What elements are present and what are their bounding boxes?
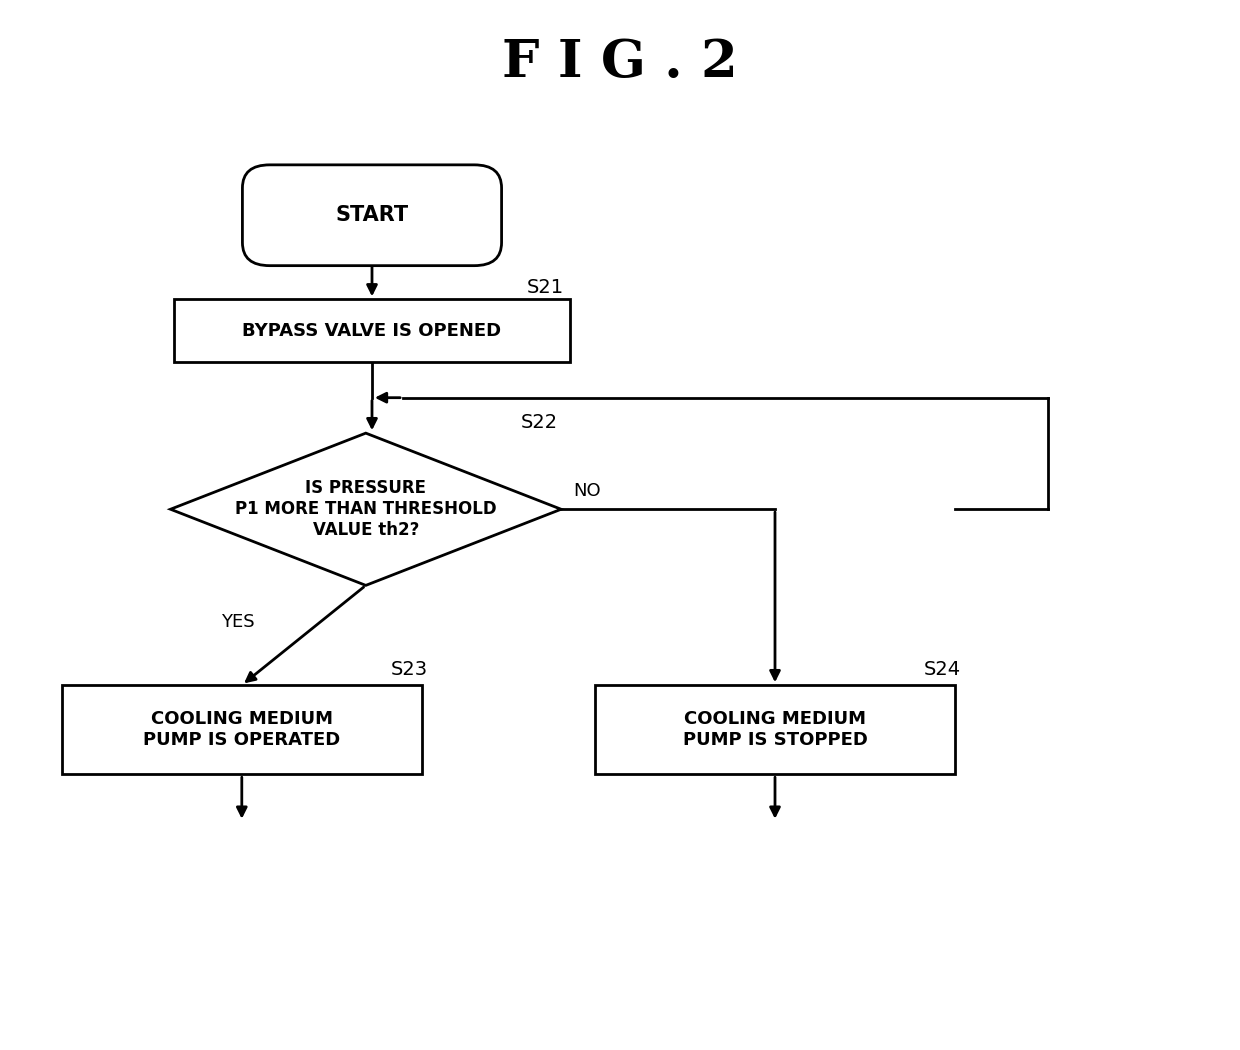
FancyBboxPatch shape: [242, 165, 501, 266]
Text: S24: S24: [924, 660, 961, 679]
Bar: [174, 299, 570, 362]
Text: COOLING MEDIUM
PUMP IS STOPPED: COOLING MEDIUM PUMP IS STOPPED: [682, 711, 868, 749]
Text: IS PRESSURE
P1 MORE THAN THRESHOLD
VALUE th2?: IS PRESSURE P1 MORE THAN THRESHOLD VALUE…: [236, 480, 496, 539]
Bar: [595, 686, 955, 775]
Polygon shape: [170, 433, 560, 586]
Text: BYPASS VALVE IS OPENED: BYPASS VALVE IS OPENED: [243, 321, 501, 340]
Text: NO: NO: [573, 482, 600, 501]
Text: F I G . 2: F I G . 2: [502, 37, 738, 88]
Text: S23: S23: [391, 660, 428, 679]
Text: YES: YES: [221, 612, 254, 631]
Text: S22: S22: [521, 413, 558, 432]
Text: S21: S21: [527, 278, 564, 297]
Text: START: START: [336, 205, 408, 226]
Bar: [62, 686, 422, 775]
Text: COOLING MEDIUM
PUMP IS OPERATED: COOLING MEDIUM PUMP IS OPERATED: [143, 711, 341, 749]
